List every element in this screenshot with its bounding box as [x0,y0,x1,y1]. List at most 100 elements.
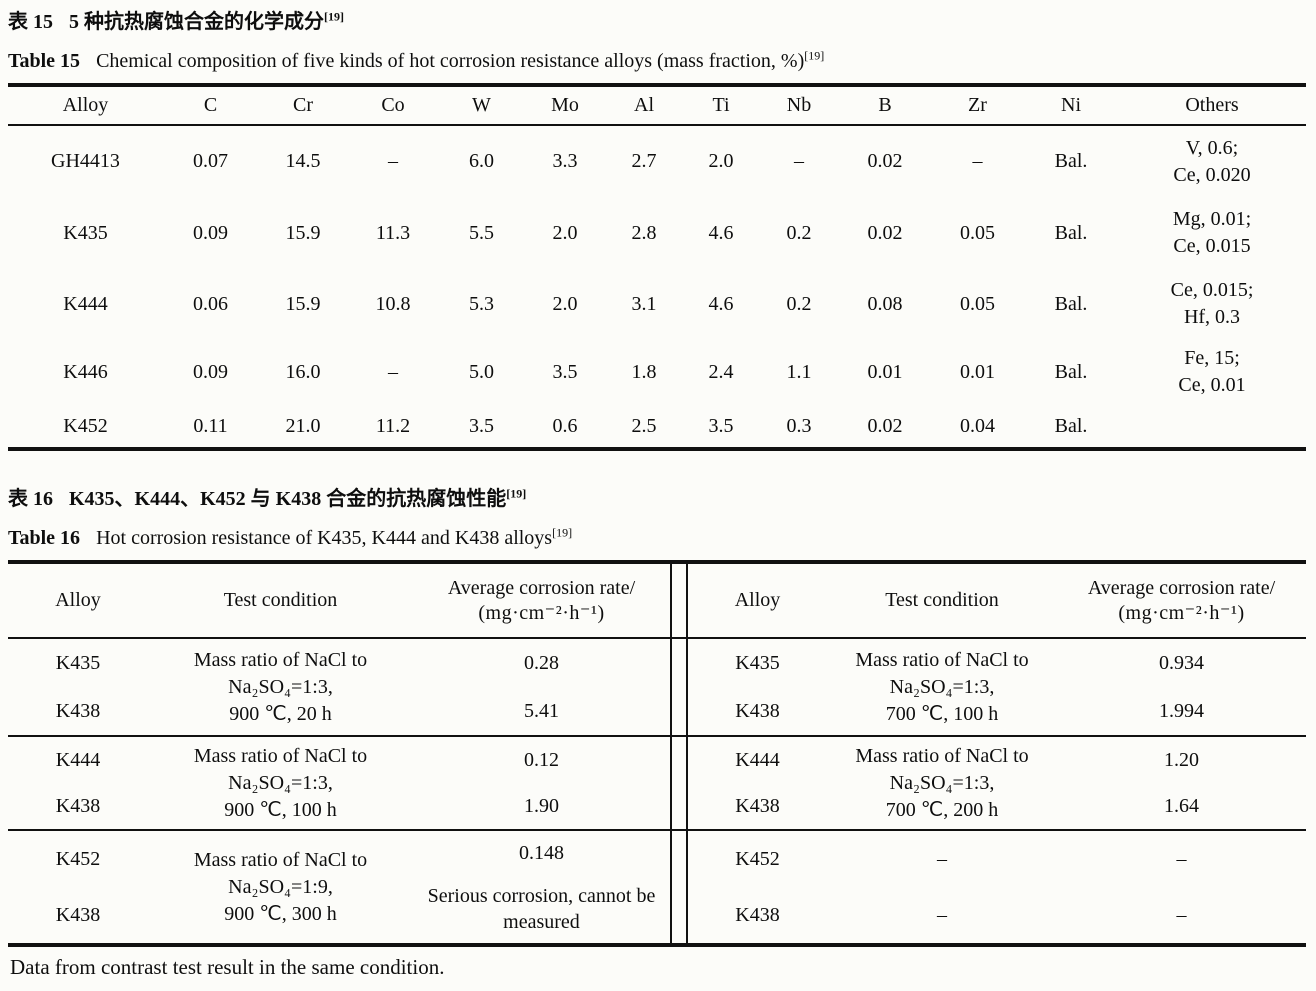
composition-value: 5.5 [469,221,494,244]
composition-value: Bal. [1054,150,1088,172]
corrosion-rate: 0.12 [524,749,559,771]
column-header-b: B [878,94,892,116]
alloy-name: K446 [63,360,108,383]
composition-value: 14.5 [285,150,321,172]
table16-citation-en: [19] [552,525,573,540]
alloy-name: K438 [735,903,780,926]
composition-value: 10.8 [375,292,411,315]
composition-value: 0.2 [786,292,812,315]
alloy-name: K438 [735,699,780,722]
table16-citation: [19] [506,486,527,501]
alloy-name: K444 [63,292,108,315]
test-condition: Mass ratio of NaCl to Na₂SO₄=1:3, 900 ℃, 1… [148,736,413,830]
corrosion-rate: 5.41 [524,700,559,722]
composition-value: 11.2 [375,414,411,437]
corrosion-rate: 1.90 [524,795,559,817]
column-header-condition-right: Test condition [885,589,999,611]
corrosion-rate: 1.20 [1164,749,1199,771]
composition-value: Bal. [1054,292,1088,315]
composition-value: 0.01 [960,360,995,383]
composition-value: 0.06 [193,292,228,315]
composition-value: 0.3 [786,414,812,437]
composition-value: – [388,150,398,172]
table16-corrosion-table: Alloy Test condition Average corrosion r… [8,560,1306,947]
composition-value: 0.02 [867,414,903,437]
condition-line: – [937,847,947,870]
test-condition: Mass ratio of NaCl to Na₂SO₄=1:3, 700 ℃, 1… [827,638,1057,736]
composition-value: 0.04 [960,414,995,437]
composition-value: 3.1 [631,292,657,315]
composition-value: 0.11 [193,414,228,437]
composition-value: – [972,150,983,172]
alloy-name: K452 [63,414,108,437]
corrosion-rate: – [1176,848,1187,870]
composition-value: 1.8 [631,360,657,383]
column-header-mo: Mo [551,94,579,116]
condition-line: 900 ℃, 20 h [229,702,332,725]
table15-caption-en-label: Table 15 [8,50,81,72]
column-header-co: Co [381,94,405,116]
column-header-rate-left: Average corrosion rate/(mg·cm⁻²·h⁻¹) [413,562,671,638]
alloy-name: K435 [55,651,101,674]
table16-caption-zh: 表 16 K435、K444、K452 与 K438 合金的抗热腐蚀性能[19] [8,487,1308,512]
table-row-k435: K435 0.09 15.9 11.3 5.5 2.0 2.8 4.6 0.2 … [8,197,1306,269]
composition-value: 5.3 [469,292,494,315]
composition-value: 0.2 [786,221,812,244]
column-header-zr: Zr [968,94,987,116]
rate-header-line1: Average corrosion rate/ [1087,576,1276,599]
alloy-pair: K444 K438 [687,736,827,830]
table-row-k446: K446 0.09 16.0 – 5.0 3.5 1.8 2.4 1.1 0.0… [8,339,1306,405]
condition-line: Mass ratio of NaCl to [193,648,368,671]
table-divider [670,562,688,638]
corrosion-rate-pair: 0.12 1.90 [413,736,671,830]
others-value: Fe, 15; Ce, 0.01 [1118,339,1306,405]
composition-value: 2.0 [552,292,578,315]
corrosion-rate: 0.28 [524,652,559,674]
others-value [1118,405,1306,449]
table15-caption-zh: 表 15 5 种抗热腐蚀合金的化学成分[19] [8,10,1308,35]
others-value: V, 0.6; Ce, 0.020 [1118,125,1306,197]
column-header-cr: Cr [293,94,313,116]
table-divider [670,830,688,945]
column-header-ti: Ti [712,94,730,116]
composition-value: 0.09 [193,221,228,244]
table16-caption-en-label: Table 16 [8,527,81,549]
others-line: Ce, 0.015; [1170,279,1254,301]
composition-value: 0.02 [867,221,903,244]
composition-value: – [794,150,804,172]
rate-header-line1: Average corrosion rate/ [447,576,636,599]
table15-citation-en: [19] [804,48,825,63]
corrosion-rate-pair: 0.148 Serious corrosion, cannot be measur… [413,830,671,945]
table15-citation: [19] [324,9,344,24]
composition-value: 0.08 [867,292,903,315]
composition-value: 4.6 [708,292,734,315]
alloy-pair: K452 K438 [8,830,148,945]
column-header-ni: Ni [1061,94,1081,116]
table15-caption-en: Table 15 Chemical composition of five kin… [8,49,1308,74]
composition-value: 11.3 [375,221,411,244]
table16-caption-zh-text: K435、K444、K452 与 K438 合金的抗热腐蚀性能 [69,488,507,510]
table-divider [670,736,688,830]
condition-line: Mass ratio of NaCl to [193,744,368,767]
corrosion-rate: 1.64 [1164,795,1199,817]
corrosion-rate-pair: – – [1057,830,1306,945]
composition-value: 0.02 [867,150,903,172]
alloy-name: K444 [55,748,101,771]
table-row-group-2: K444 K438 Mass ratio of NaCl to Na₂SO₄=1:3… [8,736,1306,830]
composition-value: 2.0 [708,150,734,172]
table-row-gh4413: GH4413 0.07 14.5 – 6.0 3.3 2.7 2.0 – 0.0… [8,125,1306,197]
table-row-k452: K452 0.11 21.0 11.2 3.5 0.6 2.5 3.5 0.3 … [8,405,1306,449]
composition-value: 0.09 [193,360,228,383]
corrosion-rate-pair: 0.28 5.41 [413,638,671,736]
others-value: Mg, 0.01; Ce, 0.015 [1118,197,1306,269]
composition-value: 0.01 [867,360,903,383]
test-condition: Mass ratio of NaCl to Na₂SO₄=1:3, 900 ℃, 2… [148,638,413,736]
others-line: Hf, 0.3 [1183,306,1241,328]
alloy-name: K435 [735,651,780,674]
condition-line: Mass ratio of NaCl to [855,648,1029,671]
rate-header-line2: (mg·cm⁻²·h⁻¹) [478,601,605,624]
composition-value: 1.1 [786,360,812,383]
column-header-alloy: Alloy [62,94,109,116]
alloy-name: GH4413 [51,150,120,172]
